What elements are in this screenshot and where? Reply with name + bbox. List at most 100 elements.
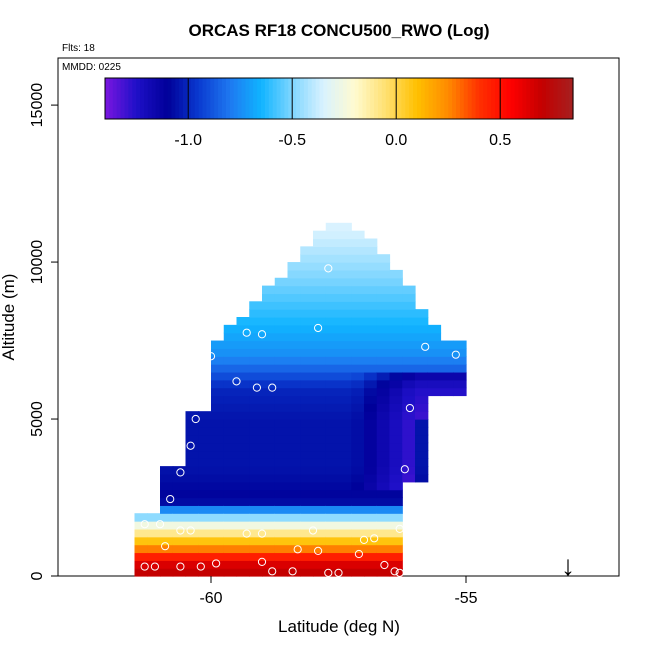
heatmap-cell <box>274 536 289 546</box>
heatmap-cell <box>249 419 263 428</box>
heatmap-cell <box>198 513 212 522</box>
heatmap-cell <box>427 348 442 357</box>
sample-points <box>140 217 460 577</box>
heatmap-cell <box>325 238 340 247</box>
heatmap-cell <box>313 379 327 389</box>
heatmap-cell <box>287 324 301 334</box>
heatmap-cell <box>376 285 391 295</box>
colorbar-segment <box>545 78 551 119</box>
colorbar-segment <box>249 78 254 119</box>
heatmap-cell <box>287 387 301 397</box>
heatmap-cell <box>415 364 429 373</box>
colorbar-segment <box>366 78 371 119</box>
heatmap-cell <box>402 403 416 412</box>
heatmap-cell <box>160 568 174 577</box>
heatmap-cell <box>147 552 161 561</box>
heatmap-cell <box>389 544 403 554</box>
colorbar-segment <box>483 78 488 119</box>
heatmap-cell <box>300 364 314 373</box>
heatmap-cell <box>313 528 327 538</box>
heatmap-cell <box>236 364 250 373</box>
heatmap-cell <box>287 450 301 459</box>
heatmap-cell <box>236 442 250 452</box>
heatmap-cell <box>338 317 352 326</box>
heatmap-cell <box>338 536 352 546</box>
colorbar-segment <box>237 78 243 119</box>
heatmap-cell <box>389 450 403 459</box>
heatmap-cell <box>313 254 327 263</box>
heatmap-cell <box>389 379 403 389</box>
heatmap-cell <box>287 497 301 506</box>
heatmap-cell <box>300 340 314 349</box>
heatmap-cell <box>364 560 378 569</box>
heatmap-cell <box>172 568 187 577</box>
heatmap-cell <box>351 481 365 491</box>
heatmap-cell <box>364 364 378 373</box>
heatmap-cell <box>338 442 352 452</box>
heatmap-cell <box>313 544 327 554</box>
heatmap-cell <box>351 364 365 373</box>
colorbar-segment <box>276 78 282 119</box>
heatmap-cell <box>351 340 365 349</box>
heatmap-cell <box>313 317 327 326</box>
heatmap-cell <box>211 371 225 381</box>
heatmap-cell <box>236 536 250 546</box>
heatmap-cell <box>364 340 378 349</box>
heatmap-cell <box>364 395 378 404</box>
heatmap-cell <box>236 458 250 467</box>
heatmap-cell <box>287 568 301 577</box>
sample-point <box>257 557 267 566</box>
heatmap-cell <box>223 513 238 522</box>
heatmap-cell <box>262 356 276 365</box>
heatmap-cell <box>300 426 314 436</box>
sample-point <box>395 568 404 577</box>
heatmap-cell <box>274 285 289 295</box>
heatmap-cell <box>236 379 250 389</box>
heatmap-cell <box>236 473 250 483</box>
colorbar-segment <box>147 78 153 119</box>
heatmap-cell <box>211 489 225 499</box>
heatmap-cell <box>274 450 289 459</box>
heatmap-cell <box>338 505 352 514</box>
heatmap-cell <box>325 442 340 452</box>
heatmap-cell <box>262 332 276 342</box>
colorbar-segment <box>561 78 566 119</box>
heatmap-cell <box>236 513 250 522</box>
heatmap-cell <box>351 269 365 279</box>
colorbar-segment <box>155 78 161 119</box>
heatmap-cell <box>236 426 250 436</box>
heatmap-cell <box>364 254 378 263</box>
heatmap-cell <box>262 450 276 459</box>
heatmap-cell <box>249 411 263 420</box>
colorbar: -1.0 -0.5 0.0 0.5 <box>104 77 574 149</box>
heatmap-cell <box>313 458 327 467</box>
heatmap-cell <box>287 332 301 342</box>
y-tick-label: 15000 <box>29 83 46 128</box>
heatmap-cell <box>134 528 148 538</box>
heatmap-cell <box>351 371 365 381</box>
heatmap-cell <box>236 552 250 561</box>
colorbar-segment <box>506 78 512 119</box>
heatmap-cell <box>160 544 174 554</box>
colorbar-segment <box>194 78 200 119</box>
heatmap-cell <box>172 521 187 530</box>
heatmap-cell <box>185 544 199 554</box>
heatmap-cell <box>262 371 276 381</box>
heatmap-cell <box>198 411 212 420</box>
heatmap-cell <box>364 466 378 475</box>
heatmap-cell <box>300 497 314 506</box>
heatmap-cell <box>211 552 225 561</box>
heatmap-cell <box>223 450 238 459</box>
heatmap-cell <box>236 317 250 326</box>
colorbar-tick-label: -1.0 <box>174 132 202 149</box>
heatmap-cell <box>325 254 340 263</box>
colorbar-segment <box>346 78 352 119</box>
heatmap-cell <box>389 403 403 412</box>
heatmap-cell <box>415 371 429 381</box>
sample-point <box>308 526 318 535</box>
heatmap-cell <box>364 442 378 452</box>
heatmap-cell <box>287 277 301 287</box>
heatmap-cell <box>415 434 429 444</box>
colorbar-segment <box>565 78 570 119</box>
heatmap-cell <box>274 521 289 530</box>
